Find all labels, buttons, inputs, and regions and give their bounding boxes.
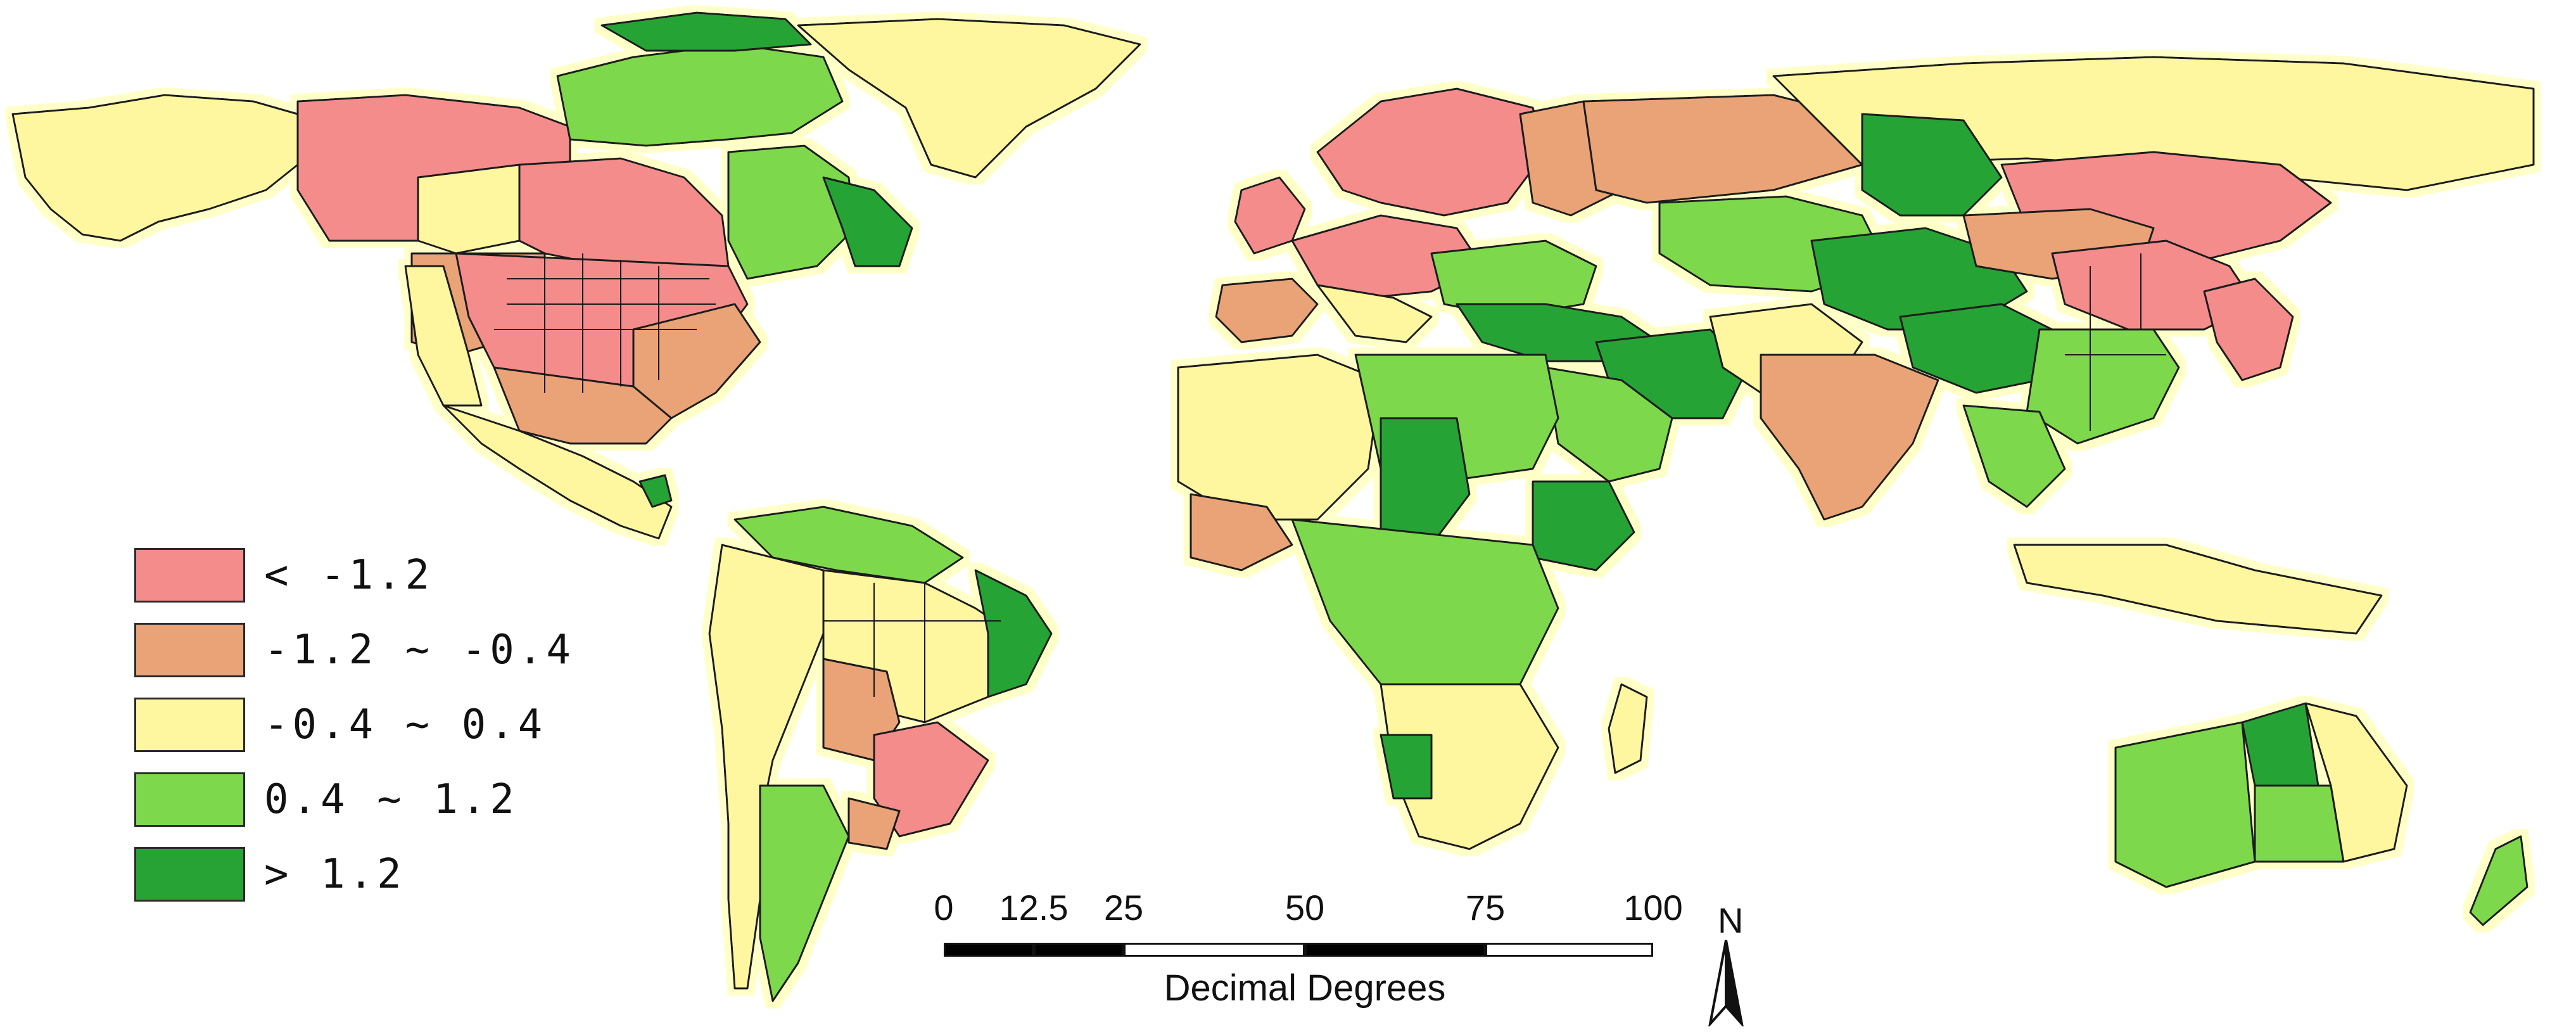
region-namibia	[1380, 734, 1433, 800]
region-greenland	[797, 18, 1141, 179]
legend-item: 0.4 ~ 1.2	[134, 770, 518, 829]
legend-label: < -1.2	[264, 552, 434, 599]
legend-item: < -1.2	[134, 546, 433, 604]
region-sahel	[1380, 417, 1471, 546]
scale-segment	[1124, 943, 1305, 957]
region-brazil-northeast	[974, 569, 1053, 698]
legend-swatch	[134, 548, 245, 603]
legend-label: -0.4 ~ 0.4	[264, 701, 547, 748]
region-uruguay	[847, 797, 901, 850]
region-canada-north	[556, 43, 844, 147]
region-indonesia	[2013, 544, 2383, 635]
region-japan-korea	[2203, 278, 2294, 381]
legend-label: 0.4 ~ 1.2	[264, 776, 518, 823]
region-alaska	[11, 94, 299, 242]
region-australia-central	[2241, 702, 2319, 787]
legend-item: > 1.2	[134, 845, 405, 903]
scale-bar-title: Decimal Degrees	[1164, 967, 1446, 1009]
region-north-africa-west	[1177, 354, 1382, 521]
legend-swatch	[134, 847, 245, 902]
legend-swatch	[134, 623, 245, 677]
region-eastern-europe	[1430, 239, 1597, 318]
north-label: N	[1718, 900, 1744, 940]
region-labrador	[822, 176, 913, 267]
scale-segment	[1485, 943, 1653, 957]
region-brazil-south	[873, 721, 989, 838]
legend-label: -1.2 ~ -0.4	[264, 627, 574, 673]
map-legend: < -1.2 -1.2 ~ -0.4 -0.4 ~ 0.4 0.4 ~ 1.2 …	[134, 546, 590, 903]
scale-tick-label: 12.5	[999, 888, 1069, 928]
region-iberia	[1215, 278, 1319, 343]
scale-tick-label: 25	[1103, 888, 1144, 928]
region-usa-west-coast	[404, 265, 483, 407]
region-madagascar	[1608, 683, 1648, 774]
brazil-state-lines	[823, 583, 1001, 722]
scale-tick-label: 50	[1285, 888, 1325, 928]
region-scandinavia	[1316, 87, 1547, 217]
region-india	[1760, 354, 1939, 521]
region-canada-central	[417, 163, 521, 255]
region-argentina	[759, 784, 850, 1002]
scale-tick-label: 0	[934, 888, 954, 928]
scale-segment	[944, 943, 1034, 957]
region-east-africa	[1532, 480, 1635, 571]
scale-tick-label: 75	[1465, 888, 1506, 928]
region-new-zealand	[2469, 835, 2528, 926]
legend-label: > 1.2	[264, 851, 405, 898]
region-russia-west	[1582, 94, 1863, 204]
legend-item: -0.4 ~ 0.4	[134, 696, 546, 754]
region-arabia	[1544, 366, 1673, 483]
us-state-lines	[494, 253, 716, 393]
region-canada-ontario	[518, 157, 730, 274]
region-west-africa	[1190, 493, 1293, 571]
north-arrow: N	[1691, 900, 1761, 1026]
region-central-europe	[1316, 284, 1433, 343]
legend-item: -1.2 ~ -0.4	[134, 621, 574, 679]
region-central-africa	[1291, 518, 1559, 711]
china-province-lines	[2065, 253, 2166, 431]
region-australia-south	[2254, 784, 2345, 863]
region-australia-east	[2304, 702, 2408, 863]
region-southeast-asia	[1962, 404, 2066, 508]
internal-boundaries	[494, 253, 2166, 722]
region-china-south	[2026, 328, 2180, 445]
scale-tick-label: 100	[1623, 888, 1683, 928]
region-australia-west	[2114, 721, 2256, 888]
legend-swatch	[134, 772, 245, 827]
scale-segment	[1034, 943, 1124, 957]
land-masses	[11, 11, 2535, 1002]
legend-swatch	[134, 698, 245, 752]
scale-bar: 0 12.5 25 50 75 100 Decimal Degrees	[934, 887, 1682, 1014]
region-central-america	[638, 474, 673, 508]
scale-segment	[1305, 943, 1485, 957]
north-arrow-icon	[1708, 940, 1744, 1026]
region-mexico	[442, 404, 673, 540]
region-canada-arctic	[600, 11, 812, 52]
